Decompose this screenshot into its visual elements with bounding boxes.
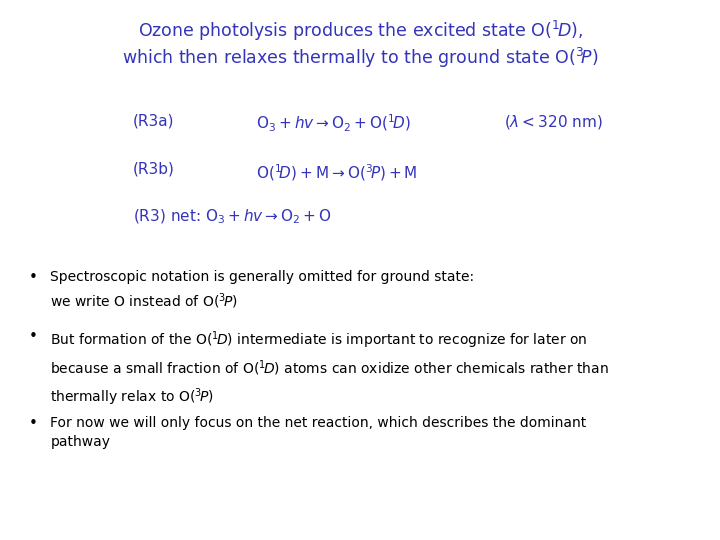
Text: $\mathrm{O(^1\!}D\mathrm{)+M}\rightarrow\mathrm{O(^3\!}P\mathrm{)+M}$: $\mathrm{O(^1\!}D\mathrm{)+M}\rightarrow… — [256, 162, 417, 183]
Text: $(\lambda < 320\ \mathrm{nm})$: $(\lambda < 320\ \mathrm{nm})$ — [504, 113, 603, 131]
Text: •: • — [29, 270, 37, 285]
Text: Spectroscopic notation is generally omitted for ground state:
we write O instead: Spectroscopic notation is generally omit… — [50, 270, 474, 311]
Text: (R3a): (R3a) — [133, 113, 175, 129]
Text: (R3b): (R3b) — [133, 162, 175, 177]
Text: •: • — [29, 416, 37, 431]
Text: But formation of the O($^1\!D$) intermediate is important to recognize for later: But formation of the O($^1\!D$) intermed… — [50, 329, 609, 408]
Text: For now we will only focus on the net reaction, which describes the dominant
pat: For now we will only focus on the net re… — [50, 416, 587, 449]
Text: which then relaxes thermally to the ground state O($^3\!P$): which then relaxes thermally to the grou… — [122, 46, 598, 70]
Text: Ozone photolysis produces the excited state O($^1\!D$),: Ozone photolysis produces the excited st… — [138, 19, 582, 43]
Text: $\mathrm{O_3}+hv\rightarrow\mathrm{O_2}+\mathrm{O(^1\!}D\mathrm{)}$: $\mathrm{O_3}+hv\rightarrow\mathrm{O_2}+… — [256, 113, 410, 134]
Text: •: • — [29, 329, 37, 345]
Text: (R3) net: $\mathrm{O_3}+hv\rightarrow\mathrm{O_2}+\mathrm{O}$: (R3) net: $\mathrm{O_3}+hv\rightarrow\ma… — [133, 208, 332, 226]
